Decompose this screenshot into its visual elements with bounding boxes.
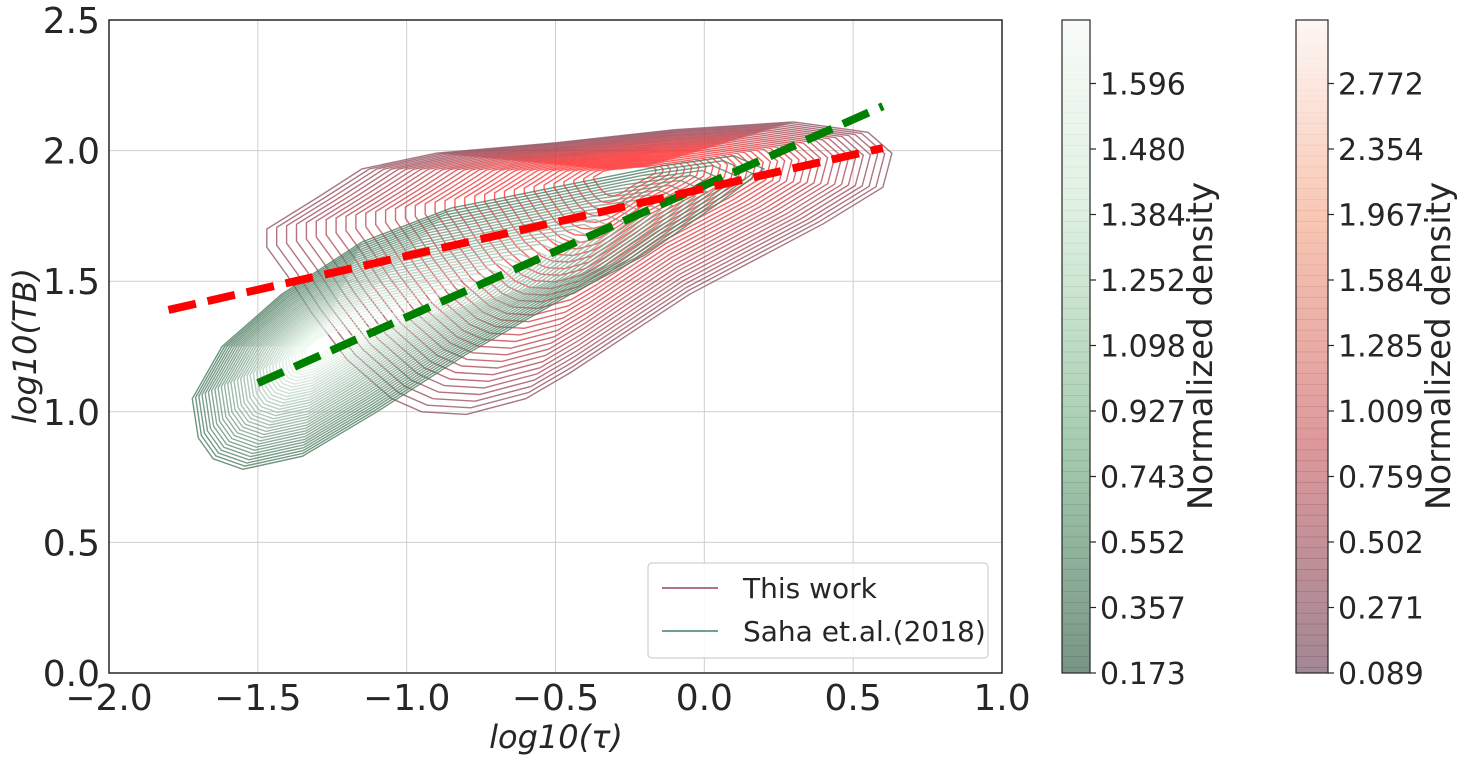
y-tick-labels: 0.0 0.5 1.0 1.5 2.0 2.5 xyxy=(43,1,100,695)
contour-this-work xyxy=(384,137,807,336)
colorbar-red-stripes xyxy=(1296,79,1328,668)
colorbar-tick-label: 1.285 xyxy=(1338,330,1424,365)
colorbar-green-stripes xyxy=(1062,79,1090,668)
contour-this-work xyxy=(533,157,700,237)
legend-label-this-work: This work xyxy=(742,572,878,605)
colorbar-red-ticks: 0.089 0.271 0.502 0.759 1.009 1.285 1.584 1.967… xyxy=(1328,68,1424,692)
contour-this-work xyxy=(493,152,729,263)
y-tick-label: 2.0 xyxy=(43,132,100,173)
colorbar-tick-label: 2.354 xyxy=(1338,133,1424,168)
contour-saha xyxy=(220,199,662,442)
colorbar-green-frame xyxy=(1061,19,1091,674)
colorbar-red-label: Normalized density xyxy=(1419,182,1459,510)
colorbar-tick-label: 0.271 xyxy=(1338,592,1424,627)
contour-saha xyxy=(214,189,685,448)
contour-saha xyxy=(284,297,433,379)
colorbar-tick-label: 0.502 xyxy=(1338,526,1424,561)
contour-saha xyxy=(294,311,398,369)
x-tick-labels: −2.0 −1.5 −1.0 −0.5 0.0 0.5 1.0 xyxy=(65,678,1030,719)
contour-saha xyxy=(210,184,697,452)
colorbar-tick-label: 1.009 xyxy=(1338,395,1424,430)
contour-this-work xyxy=(394,138,800,330)
colorbar-green-ticks: 0.173 0.357 0.552 0.743 0.927 1.098 1.252 1.384… xyxy=(1090,68,1186,692)
contour-saha xyxy=(288,302,421,376)
colorbar-tick-label: 1.252 xyxy=(1100,264,1186,299)
plot-frame xyxy=(108,19,1003,674)
x-tick-label: 0.0 xyxy=(676,678,733,719)
contour-saha xyxy=(194,159,754,467)
contour-this-work xyxy=(444,145,765,296)
contour-saha xyxy=(281,292,444,382)
colorbar-tick-label: 2.772 xyxy=(1338,68,1424,103)
colorbar-tick-label: 0.089 xyxy=(1338,657,1424,692)
colorbar-green-fill xyxy=(1062,20,1090,673)
fit-line-saha xyxy=(256,102,885,387)
plot-area: −2.0 −1.5 −1.0 −0.5 0.0 0.5 1.0 0.0 0.5 1.0 1.5 2.… xyxy=(6,1,1031,756)
contour-saha xyxy=(297,316,387,366)
x-tick-label: −1.5 xyxy=(214,678,301,719)
y-axis-label: log10(TB) xyxy=(6,268,44,424)
contour-saha xyxy=(207,179,708,455)
x-tick-label: −0.5 xyxy=(512,678,599,719)
colorbar-tick-label: 0.759 xyxy=(1338,461,1424,496)
legend-label-saha: Saha et.al.(2018) xyxy=(743,615,986,648)
fit-line-this-work xyxy=(167,144,884,314)
x-tick-label: −2.0 xyxy=(65,678,152,719)
x-tick-label: −1.0 xyxy=(363,678,450,719)
x-tick-label: 0.5 xyxy=(825,678,882,719)
contour-saha xyxy=(291,307,410,373)
contour-saha xyxy=(233,218,616,429)
colorbar-tick-label: 1.584 xyxy=(1338,264,1424,299)
colorbar-green: 0.173 0.357 0.552 0.743 0.927 1.098 1.252 1.384… xyxy=(1061,19,1221,692)
contour-saha xyxy=(217,194,674,445)
x-tick-label: 1.0 xyxy=(973,678,1030,719)
contour-this-work xyxy=(424,142,779,310)
contour-this-work xyxy=(266,121,893,416)
y-tick-label: 2.5 xyxy=(43,1,100,42)
y-tick-label: 0.0 xyxy=(43,654,100,695)
y-tick-label: 1.0 xyxy=(43,393,100,434)
colorbar-red: 0.089 0.271 0.502 0.759 1.009 1.285 1.584 1.967… xyxy=(1295,19,1459,692)
contour-saha xyxy=(223,204,651,439)
fit-lines xyxy=(167,102,885,387)
contour-saha xyxy=(243,233,582,420)
contour-saha xyxy=(191,155,766,471)
legend: This work Saha et.al.(2018) xyxy=(647,562,989,659)
x-axis-label: log10(τ) xyxy=(489,718,623,756)
legend-frame xyxy=(647,562,989,659)
colorbar-green-label: Normalized density xyxy=(1181,182,1221,510)
contour-saha xyxy=(252,248,548,411)
contour-this-work xyxy=(543,159,693,230)
y-tick-label: 0.5 xyxy=(43,523,100,564)
contour-this-work xyxy=(325,129,850,376)
colorbar-tick-label: 0.173 xyxy=(1100,657,1186,692)
contour-this-work xyxy=(573,163,672,210)
colorbar-tick-label: 0.927 xyxy=(1100,395,1186,430)
contour-saha xyxy=(262,262,513,401)
y-tick-label: 1.5 xyxy=(43,262,100,303)
colorbar-tick-label: 0.357 xyxy=(1100,592,1186,627)
colorbar-tick-label: 1.596 xyxy=(1100,68,1186,103)
colorbar-tick-label: 0.743 xyxy=(1100,461,1186,496)
colorbar-tick-label: 0.552 xyxy=(1100,526,1186,561)
contour-this-work xyxy=(295,125,872,396)
colorbar-tick-label: 1.384 xyxy=(1100,199,1186,234)
colorbar-tick-label: 1.098 xyxy=(1100,330,1186,365)
colorbar-red-frame xyxy=(1295,19,1329,674)
colorbar-tick-label: 1.480 xyxy=(1100,133,1186,168)
colorbar-red-fill xyxy=(1296,20,1328,673)
colorbar-tick-label: 1.967 xyxy=(1338,199,1424,234)
contour-saha xyxy=(275,282,467,388)
contour-this-work xyxy=(583,164,665,204)
